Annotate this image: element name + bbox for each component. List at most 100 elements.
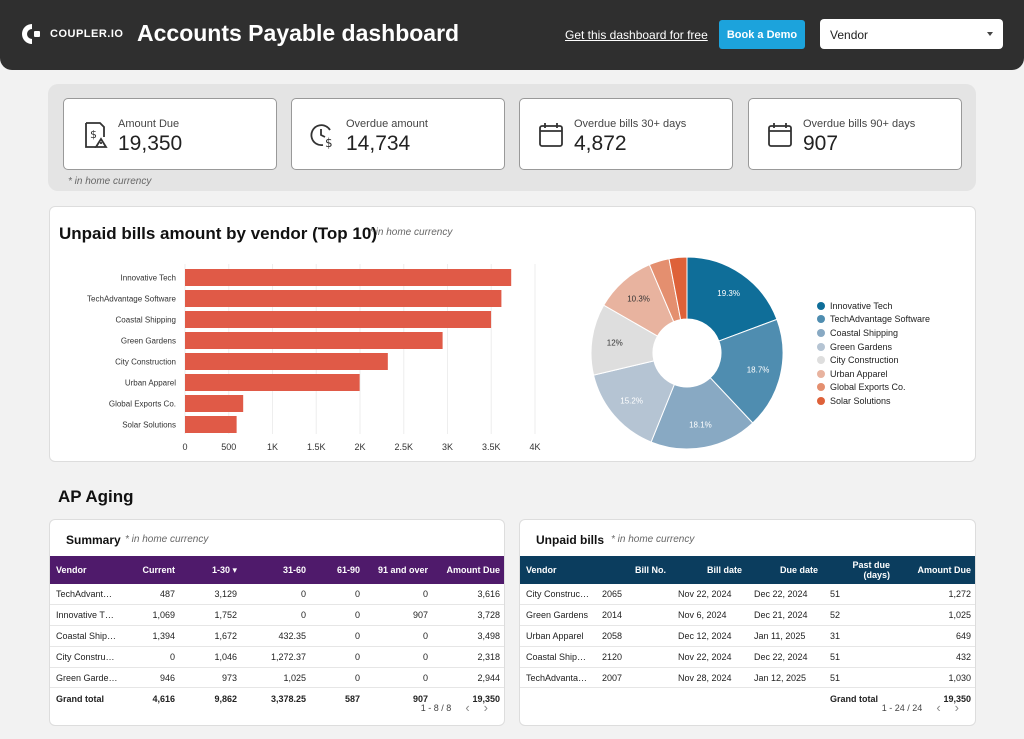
legend-swatch	[817, 315, 825, 324]
calendar-90-icon	[768, 123, 792, 147]
kpi-label: Overdue bills 30+ days	[574, 118, 687, 130]
vendor-filter-select[interactable]: Vendor	[820, 19, 1003, 49]
x-tick-label: 4K	[529, 442, 540, 452]
column-header[interactable]: Bill date	[672, 556, 748, 584]
table-cell: 0	[312, 604, 366, 627]
table-row[interactable]: City Constructi… 2065 Nov 22, 2024 Dec 22, …	[520, 584, 975, 606]
category-label: Global Exports Co.	[109, 400, 176, 409]
legend-label: Solar Solutions	[830, 395, 891, 406]
table-row[interactable]: Green Gardens 2014 Nov 6, 2024 Dec 21, 2024…	[520, 604, 975, 627]
table-cell: 0	[366, 667, 434, 689]
table-cell: 1,752	[181, 604, 243, 627]
column-header[interactable]: 91 and over	[366, 556, 434, 584]
previous-page-icon[interactable]: ‹	[936, 700, 941, 715]
table-cell: Dec 21, 2024	[748, 604, 824, 627]
legend-label: Innovative Tech	[830, 300, 893, 311]
column-header[interactable]: Bill No.	[596, 556, 672, 584]
legend-item[interactable]: Coastal Shipping	[817, 326, 930, 340]
x-tick-label: 0	[182, 442, 187, 452]
vendor-bar-chart[interactable]: 0 500 1K 1.5K 2K 2.5K 3K 3.5K 4K Innovative Tech T…	[50, 207, 550, 463]
legend-item[interactable]: Innovative Tech	[817, 299, 930, 313]
table-cell: Grand total	[50, 687, 128, 709]
table-row[interactable]: Coastal Shipping 2120 Nov 22, 2024 Dec 22, …	[520, 646, 975, 668]
unpaid-page-count: 1 - 24 / 24	[881, 702, 923, 713]
column-header[interactable]: 1-30 ▾	[181, 556, 243, 584]
table-cell: Jan 12, 2025	[748, 667, 824, 689]
table-cell: 4,616	[128, 687, 181, 709]
previous-page-icon[interactable]: ‹	[465, 700, 470, 715]
legend-item[interactable]: Solar Solutions	[817, 394, 930, 408]
kpi-card-overdue-amount: $ Overdue amount 14,734	[291, 98, 505, 170]
kpi-label: Overdue bills 90+ days	[803, 118, 916, 130]
legend-label: Coastal Shipping	[830, 327, 899, 338]
legend-item[interactable]: Urban Apparel	[817, 367, 930, 381]
table-row[interactable]: Innovative T… 1,069 1,752 0 0 907 3,728	[50, 604, 504, 627]
category-label: Coastal Shipping	[116, 316, 176, 325]
table-cell: Dec 22, 2024	[748, 584, 824, 606]
table-row[interactable]: TechAdvant… 487 3,129 0 0 0 3,616	[50, 584, 504, 606]
table-cell: 0	[128, 646, 181, 668]
table-row[interactable]: Coastal Ship… 1,394 1,672 432.35 0 0 3,498	[50, 625, 504, 647]
summary-title: Summary	[66, 533, 121, 547]
table-cell: 2014	[596, 604, 672, 627]
chart-currency-note: * in home currency	[369, 227, 453, 238]
column-header[interactable]: Due date	[748, 556, 824, 584]
slice-label: 10.3%	[627, 294, 650, 303]
column-header[interactable]: 61-90	[312, 556, 366, 584]
summary-table: Vendor Current 1-30 ▾ 31-60 61-90 91 and over…	[50, 556, 504, 709]
table-cell: Nov 6, 2024	[672, 604, 748, 627]
table-cell: 946	[128, 667, 181, 689]
table-cell: 0	[312, 584, 366, 606]
vendor-donut-chart[interactable]: 19.3% 18.7% 18.1% 15.2% 12% 10.3%	[50, 207, 977, 463]
x-tick-label: 1K	[267, 442, 278, 452]
next-page-icon[interactable]: ›	[954, 700, 959, 715]
table-row[interactable]: City Constru… 0 1,046 1,272.37 0 0 2,318	[50, 646, 504, 668]
table-cell: 3,498	[434, 625, 504, 647]
legend-label: Green Gardens	[830, 341, 893, 352]
table-row[interactable]: Green Garde… 946 973 1,025 0 0 2,944	[50, 667, 504, 689]
table-cell: 3,129	[181, 584, 243, 606]
clock-dollar-icon: $	[310, 124, 333, 149]
x-tick-label: 3.5K	[482, 442, 501, 452]
column-header[interactable]: Current	[128, 556, 181, 584]
logo[interactable]: COUPLER.IO	[20, 22, 123, 46]
unpaid-bills-table: Vendor Bill No. Bill date Due date Past due …	[520, 556, 975, 709]
next-page-icon[interactable]: ›	[483, 700, 488, 715]
kpi-card-overdue-90: Overdue bills 90+ days 907	[748, 98, 962, 170]
get-dashboard-link[interactable]: Get this dashboard for free	[565, 28, 708, 42]
table-cell: 2,318	[434, 646, 504, 668]
column-header[interactable]: 31-60	[243, 556, 312, 584]
column-header[interactable]: Vendor	[50, 556, 128, 584]
bar	[185, 395, 244, 412]
legend-item[interactable]: Global Exports Co.	[817, 381, 930, 395]
vendor-select-value: Vendor	[830, 28, 869, 42]
column-header[interactable]: Amount Due	[896, 556, 975, 584]
bar	[185, 332, 443, 349]
category-label: Innovative Tech	[121, 274, 176, 283]
table-cell: 1,069	[128, 604, 181, 627]
table-cell: Dec 12, 2024	[672, 625, 748, 647]
table-cell: 0	[312, 667, 366, 689]
calendar-30-icon	[539, 123, 563, 147]
book-demo-button[interactable]: Book a Demo	[719, 20, 805, 49]
table-cell: Coastal Ship…	[50, 625, 128, 647]
table-row[interactable]: TechAdvantag… 2007 Nov 28, 2024 Jan 12, 202…	[520, 667, 975, 689]
legend-item[interactable]: Green Gardens	[817, 340, 930, 354]
legend-item[interactable]: TechAdvantage Software	[817, 313, 930, 327]
table-row[interactable]: Urban Apparel 2058 Dec 12, 2024 Jan 11, 202…	[520, 625, 975, 647]
table-cell: Jan 11, 2025	[748, 625, 824, 647]
bar	[185, 311, 492, 328]
kpi-value: 19,350	[118, 132, 183, 155]
slice-label: 12%	[607, 338, 623, 347]
grand-total-row: Grand total 4,616 9,862 3,378.25 587 907 19,35…	[50, 687, 504, 709]
invoice-icon: $	[85, 122, 108, 148]
kpi-label: Overdue amount	[346, 118, 428, 130]
table-cell: 432.35	[243, 625, 312, 647]
table-cell: 31	[824, 625, 896, 647]
column-header[interactable]: Amount Due	[434, 556, 504, 584]
table-cell: 2120	[596, 646, 672, 668]
column-header[interactable]: Vendor	[520, 556, 596, 584]
column-header[interactable]: Past due (days)	[824, 556, 896, 584]
legend-item[interactable]: City Construction	[817, 353, 930, 367]
x-tick-label: 3K	[442, 442, 453, 452]
